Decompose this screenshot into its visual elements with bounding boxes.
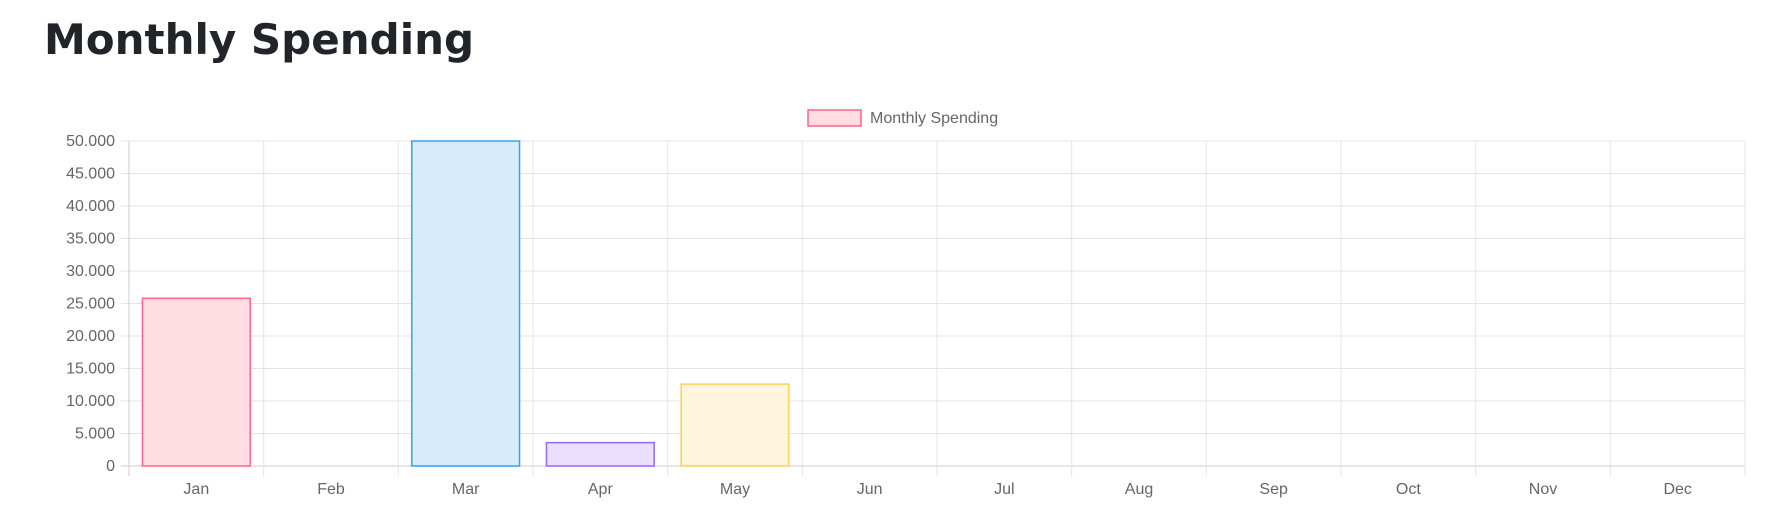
- legend-label[interactable]: Monthly Spending: [870, 110, 998, 127]
- y-tick-label: 45.000: [66, 166, 115, 183]
- y-tick-label: 5.000: [75, 426, 115, 443]
- x-tick-label: Sep: [1259, 481, 1288, 498]
- page-title: Monthly Spending: [44, 15, 475, 64]
- x-tick-label: Jul: [994, 481, 1014, 498]
- x-tick-label: Mar: [452, 481, 480, 498]
- chart-container: 0 5.000 10.000 15.000 20.000 25.000 30.000 35.0…: [0, 96, 1769, 528]
- x-tick-label: Aug: [1125, 481, 1153, 498]
- y-tick-label: 40.000: [66, 198, 115, 215]
- bar-chart: 0 5.000 10.000 15.000 20.000 25.000 30.000 35.0…: [66, 109, 1746, 498]
- bar-may[interactable]: [680, 383, 790, 467]
- x-tick-label: Nov: [1529, 481, 1557, 498]
- grid-layer: [121, 140, 1746, 476]
- legend-swatch[interactable]: [807, 109, 862, 127]
- y-tick-label: 20.000: [66, 328, 115, 345]
- y-tick-label: 50.000: [66, 133, 115, 150]
- y-tick-label: 10.000: [66, 393, 115, 410]
- x-tick-label: Feb: [317, 481, 345, 498]
- x-tick-label: May: [720, 481, 750, 498]
- x-tick-label: Oct: [1396, 481, 1421, 498]
- x-tick-label: Dec: [1663, 481, 1691, 498]
- axis-layer: 0 5.000 10.000 15.000 20.000 25.000 30.000 35.0…: [66, 133, 1692, 498]
- legend[interactable]: Monthly Spending: [807, 109, 998, 127]
- y-tick-label: 15.000: [66, 361, 115, 378]
- x-tick-label: Apr: [588, 481, 614, 498]
- bar-layer: [141, 140, 790, 467]
- y-tick-label: 30.000: [66, 263, 115, 280]
- bar-apr[interactable]: [545, 441, 655, 467]
- x-tick-label: Jan: [183, 481, 209, 498]
- y-tick-label: 35.000: [66, 231, 115, 248]
- bar-jan[interactable]: [141, 297, 251, 467]
- x-tick-label: Jun: [857, 481, 883, 498]
- y-tick-label: 0: [106, 458, 115, 475]
- bar-mar[interactable]: [411, 140, 521, 467]
- y-tick-label: 25.000: [66, 296, 115, 313]
